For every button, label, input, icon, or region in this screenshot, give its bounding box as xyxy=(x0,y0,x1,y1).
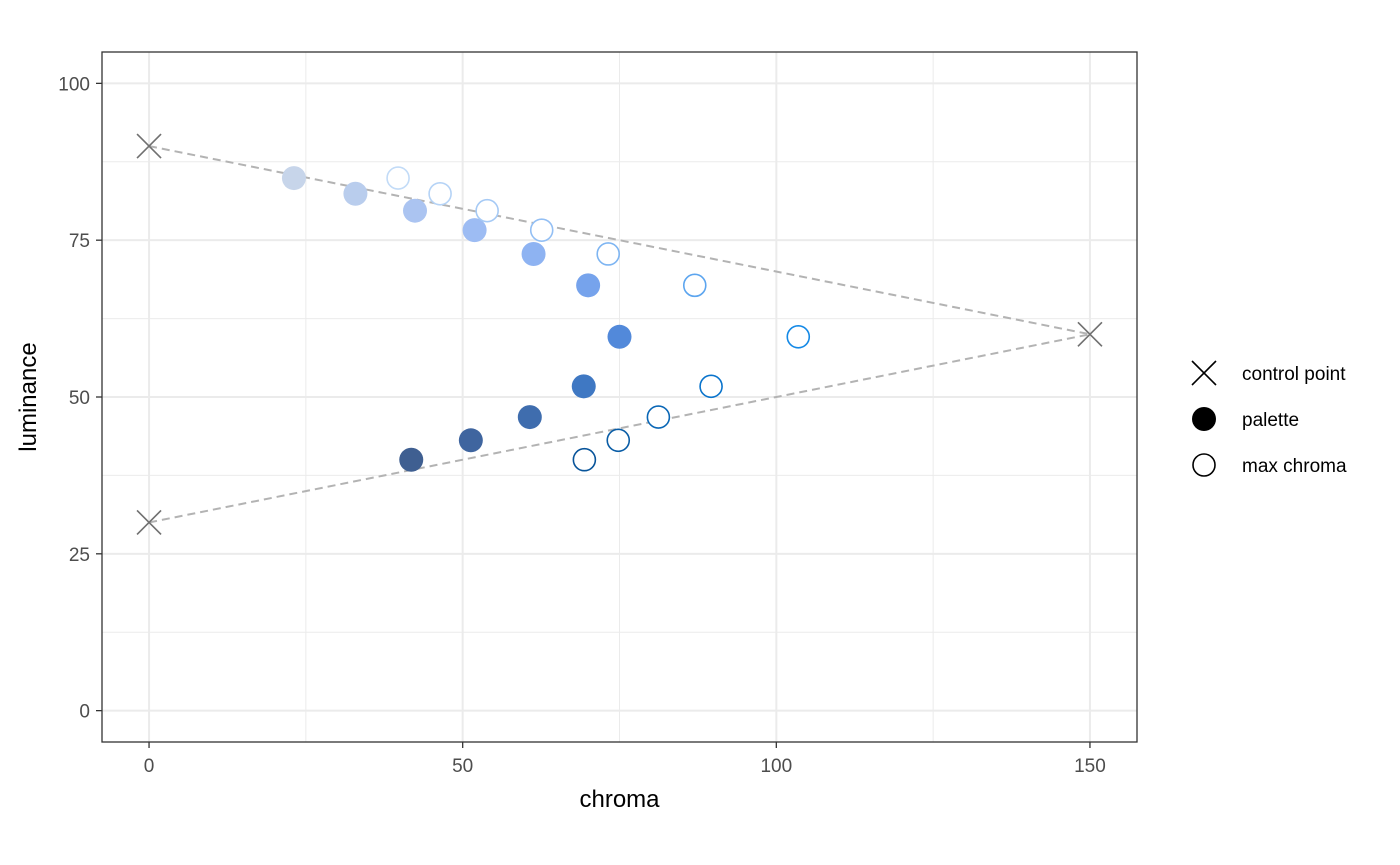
legend-label: control point xyxy=(1242,364,1346,385)
legend-label: palette xyxy=(1242,410,1299,431)
y-axis: 0 25 50 75 100 xyxy=(58,74,102,723)
data-points xyxy=(281,166,811,472)
max-chroma-point xyxy=(475,198,499,223)
series-palette xyxy=(281,166,632,472)
palette-point xyxy=(403,198,428,223)
cross-stroke xyxy=(1191,360,1217,386)
legend-label: max chroma xyxy=(1242,456,1347,477)
control-line xyxy=(148,145,1091,524)
palette-point xyxy=(399,447,424,472)
palette-point xyxy=(576,273,601,298)
palette-point xyxy=(458,428,483,453)
legend-key-open-circle-icon xyxy=(1192,453,1216,477)
y-tick-label: 75 xyxy=(69,231,90,252)
x-tick-label: 0 xyxy=(144,756,155,777)
x-axis: 0 50 100 150 xyxy=(144,742,1106,777)
max-chroma-point xyxy=(386,166,410,190)
control-point-marker xyxy=(1077,321,1103,347)
palette-point xyxy=(571,374,596,399)
palette-point xyxy=(521,241,546,266)
control-points xyxy=(136,133,1103,536)
control-point-marker xyxy=(136,509,162,536)
palette-point xyxy=(343,181,368,206)
legend-item: control point xyxy=(1191,360,1346,386)
palette-point xyxy=(517,405,542,430)
max-chroma-point xyxy=(699,374,723,399)
legend-key-filled-circle-icon xyxy=(1192,407,1216,431)
max-chroma-point xyxy=(529,218,554,242)
cross-stroke xyxy=(136,133,162,159)
legend-item: palette xyxy=(1192,407,1299,431)
cross-stroke xyxy=(1077,321,1103,347)
max-chroma-point xyxy=(572,447,597,472)
control-lines xyxy=(148,145,1091,524)
palette-point xyxy=(607,324,632,349)
max-chroma-point xyxy=(786,324,811,349)
legend-item: max chroma xyxy=(1192,453,1347,477)
series-max-chroma xyxy=(386,166,811,472)
legend-key-cross-icon xyxy=(1191,360,1217,386)
x-tick-label: 150 xyxy=(1074,756,1106,777)
x-tick-label: 100 xyxy=(760,756,792,777)
y-axis-title: luminance xyxy=(15,342,42,451)
y-tick-label: 50 xyxy=(69,388,90,409)
control-point-marker xyxy=(136,133,162,159)
palette-point xyxy=(462,218,487,243)
legend: control point palette max chroma xyxy=(1191,360,1347,477)
y-tick-label: 0 xyxy=(79,702,90,723)
y-tick-label: 100 xyxy=(58,74,90,95)
palette-point xyxy=(281,166,306,191)
max-chroma-point xyxy=(646,405,671,429)
x-tick-label: 50 xyxy=(452,756,473,777)
x-axis-title: chroma xyxy=(579,786,660,813)
cross-stroke xyxy=(136,509,162,536)
max-chroma-point xyxy=(428,181,452,206)
max-chroma-point xyxy=(682,273,707,298)
max-chroma-point xyxy=(596,242,621,266)
y-tick-label: 25 xyxy=(69,545,90,566)
max-chroma-point xyxy=(606,428,631,453)
